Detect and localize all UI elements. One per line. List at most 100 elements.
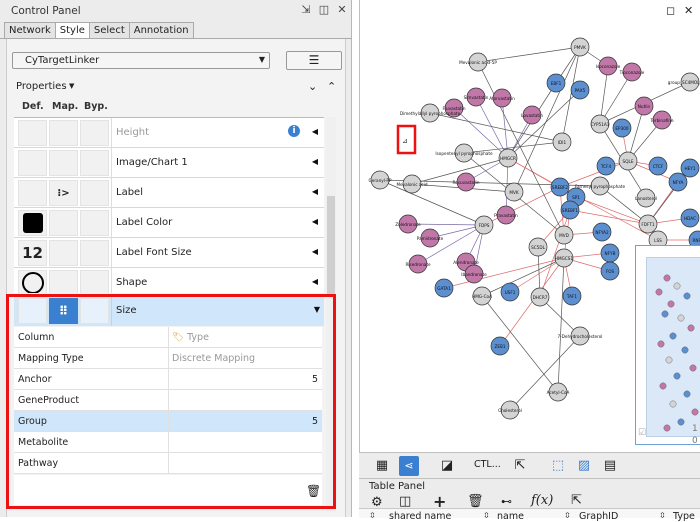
bypass-cell[interactable] [80, 270, 109, 293]
properties-scrollbar[interactable] [326, 117, 336, 512]
style-options-button[interactable]: ☰ [286, 51, 342, 70]
sort-icon[interactable]: ⇳ [483, 511, 490, 520]
edge-7[interactable] [453, 107, 509, 159]
node-7-dehydrocholesterol[interactable]: 7-Dehydrocholesterol [558, 326, 603, 346]
node-rosuvastatin[interactable]: Rosuvastatin [452, 172, 480, 192]
node-pax5[interactable]: PAX5 [570, 80, 590, 100]
edge-63[interactable] [481, 295, 559, 393]
edge-17[interactable] [483, 186, 561, 226]
edge-41[interactable] [417, 224, 485, 265]
property-row-shape[interactable]: Shape ◀ [14, 268, 324, 293]
edge-33[interactable] [627, 105, 645, 162]
node-usf1[interactable]: USF1 [500, 282, 520, 302]
export-table-icon[interactable]: ⇱ [571, 493, 582, 508]
expand-all-icon[interactable]: ⌃ [327, 80, 337, 93]
tab-annotation[interactable]: Annotation [128, 22, 194, 39]
property-row-label-color[interactable]: Label Color ◀ [14, 208, 324, 238]
network-view[interactable]: PMVK Mevalonic acid-5P Isoconazole Tioconaz… [359, 0, 700, 452]
node-tcf4[interactable]: TCF4 [596, 156, 616, 176]
mapping-row-metabolite[interactable]: Metabolite [14, 432, 322, 453]
close-icon[interactable]: ✕ [684, 4, 694, 17]
node-mvk[interactable]: MVK [504, 182, 524, 202]
bypass-cell[interactable] [80, 298, 109, 324]
edge-38[interactable] [407, 223, 485, 226]
bypass-cell[interactable] [80, 210, 109, 236]
node-simvastatin[interactable]: Simvastatin [464, 87, 489, 107]
node-nfya[interactable]: NFYA [668, 172, 688, 192]
node-mevalonic-acid-5p[interactable]: Mevalonic acid-5P [459, 52, 497, 72]
chevron-down-icon[interactable]: ▼ [69, 82, 75, 90]
mapping-column-value[interactable]: 🏷 Type [172, 332, 209, 343]
property-row-size[interactable]: ⠿ Size ▼ [14, 296, 324, 326]
node-isoconazole[interactable]: Isoconazole [596, 56, 621, 76]
property-row-image-chart[interactable]: Image/Chart 1 ◀ [14, 148, 324, 178]
gear-icon[interactable]: ⚙ [371, 495, 383, 510]
node-hmgcs1[interactable]: HMGCS1 [554, 248, 574, 268]
node-taf1[interactable]: TAF1 [562, 286, 582, 306]
node-hmg-coa[interactable]: HMG-CoA [472, 286, 492, 306]
node-hmgcr[interactable]: HMGCR [498, 148, 518, 168]
default-cell[interactable] [18, 270, 47, 293]
mapping-column-row[interactable]: Column 🏷 Type [14, 327, 322, 348]
node-fluvastatin[interactable]: Fluvastatin [442, 98, 466, 118]
mapping-cell[interactable] [49, 210, 78, 236]
mapping-value[interactable]: 5 [311, 416, 318, 427]
split-view-icon[interactable]: ◫ [399, 494, 412, 509]
node-farnesyl-pyrophosphate[interactable]: Farnesyl pyrophosphate [575, 176, 626, 196]
mapping-value[interactable]: 5 [311, 374, 318, 385]
export-icon[interactable]: ⇱ [514, 458, 526, 473]
node-ctcf[interactable]: CTCF [648, 156, 668, 176]
expand-arrow-icon[interactable]: ◀ [311, 277, 318, 286]
select-nodes-icon[interactable]: ⬚ [551, 458, 565, 473]
mapping-cell[interactable]: ⠿ [49, 298, 78, 324]
edge-64[interactable] [477, 61, 565, 236]
node-fos[interactable]: FOS [600, 261, 620, 281]
mapping-type-value[interactable]: Discrete Mapping [172, 353, 256, 364]
node-srebf1[interactable]: SREBF1 [560, 200, 580, 220]
select-edges-icon[interactable]: ▨ [577, 458, 591, 473]
node-ebf1[interactable]: EBF1 [546, 73, 566, 93]
property-row-label[interactable]: ⁝> Label ◀ [14, 178, 324, 208]
node-pmvk[interactable]: PMVK [570, 37, 590, 57]
node-lovastatin[interactable]: Lovastatin [521, 105, 543, 125]
edge-48[interactable] [443, 257, 565, 289]
network-canvas[interactable]: PMVK Mevalonic acid-5P IsoconazoleTioconaz… [360, 0, 700, 452]
mapping-row-pathway[interactable]: Pathway [14, 453, 322, 474]
mapping-row-group[interactable]: Group 5 [14, 411, 322, 432]
node-zoledronate[interactable]: Zoledronate [395, 214, 421, 234]
overview-viewport[interactable] [646, 257, 700, 437]
edge-21[interactable] [569, 209, 649, 225]
style-selector[interactable]: CyTargetLinker ▼ [12, 52, 270, 69]
node-lanosterol[interactable]: Lanosterol [635, 188, 657, 208]
edge-58[interactable] [599, 71, 633, 125]
node-pamidronate[interactable]: Pamidronate [417, 228, 444, 248]
expand-arrow-icon[interactable]: ◀ [311, 157, 318, 166]
grid-icon[interactable]: ▦ [375, 458, 389, 473]
sort-icon[interactable]: ⇳ [369, 511, 376, 520]
node-terbinafine[interactable]: Terbinafine [649, 110, 674, 130]
expand-arrow-icon[interactable]: ◀ [311, 247, 318, 256]
default-cell[interactable]: 12 [18, 240, 47, 266]
node-isopentenyl-pyrophosphate[interactable]: Isopentenyl pyrophosphate [435, 143, 493, 163]
annotations-icon[interactable]: ▤ [603, 458, 617, 473]
float-window-icon[interactable]: ⇲ [301, 3, 311, 16]
node-srebf2[interactable]: SREBF2 [550, 177, 570, 197]
node-zeb1[interactable]: ZEB1 [490, 336, 510, 356]
collapse-all-icon[interactable]: ⌄ [308, 80, 318, 93]
node-geranyl-pp[interactable]: Geranyl-PP [369, 170, 392, 190]
node-sqle[interactable]: SQLE [618, 151, 638, 171]
mapping-row-anchor[interactable]: Anchor 5 [14, 369, 322, 390]
edge-15[interactable] [429, 112, 563, 143]
node-dimethylallyl-pyrophosphate[interactable]: Dimethylallyl pyrophosphate [400, 103, 461, 123]
close-icon[interactable]: ✕ [337, 3, 347, 16]
edge-47[interactable] [499, 257, 565, 347]
node-risedronate[interactable]: Risedronate [405, 254, 431, 274]
node-cyp51a1[interactable]: CYP51A1 [591, 114, 610, 134]
properties-dropdown-label[interactable]: Properties [16, 81, 67, 92]
edge-14[interactable] [463, 141, 563, 154]
edge-3[interactable] [561, 46, 581, 143]
sort-icon[interactable]: ⇳ [564, 511, 571, 520]
property-row-label-font-size[interactable]: 12 Label Font Size ◀ [14, 238, 324, 268]
edge-0[interactable] [477, 46, 581, 63]
trash-icon[interactable]: 🗑 [306, 484, 322, 498]
